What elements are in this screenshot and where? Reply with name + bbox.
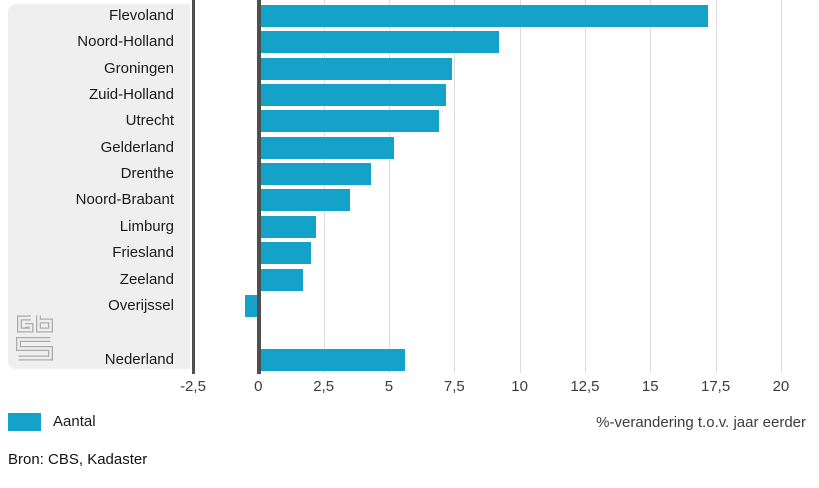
x-axis-title: %-verandering t.o.v. jaar eerder bbox=[596, 414, 806, 431]
x-tick-label-10: 10 bbox=[511, 378, 528, 395]
x-tick-label-12-5: 12,5 bbox=[570, 378, 600, 395]
x-tick-label-7-5: 7,5 bbox=[443, 378, 465, 395]
bar-zuid-holland bbox=[258, 84, 447, 107]
x-tick-label-0: 0 bbox=[254, 378, 263, 395]
category-label-nederland: Nederland bbox=[104, 351, 174, 368]
cbs-logo bbox=[16, 315, 53, 361]
bar-friesland bbox=[258, 242, 311, 265]
x-tick-label--2-5: -2,5 bbox=[180, 378, 206, 395]
gridline-10 bbox=[519, 0, 521, 373]
gridline-5 bbox=[388, 0, 390, 373]
gridline-2,5 bbox=[323, 0, 325, 373]
zero-axis-line bbox=[256, 0, 261, 374]
source-text: Bron: CBS, Kadaster bbox=[8, 451, 148, 468]
x-tick-label-15: 15 bbox=[641, 378, 659, 395]
category-label-limburg: Limburg bbox=[119, 217, 174, 235]
bar-nederland bbox=[258, 349, 405, 371]
x-tick-label-2-5: 2,5 bbox=[313, 378, 335, 395]
gridline-12,5 bbox=[584, 0, 586, 373]
plot-left-axis-line bbox=[192, 0, 195, 374]
category-label-friesland: Friesland bbox=[112, 244, 174, 262]
bar-overijssel bbox=[245, 294, 259, 317]
gridline-20 bbox=[780, 0, 782, 373]
category-label-groningen: Groningen bbox=[103, 59, 174, 77]
category-label-noord-brabant: Noord-Brabant bbox=[75, 191, 174, 209]
bar-noord-holland bbox=[258, 31, 499, 54]
bar-drenthe bbox=[258, 163, 371, 186]
x-tick-label-17-5: 17,5 bbox=[700, 378, 731, 395]
category-label-noord-holland: Noord-Holland bbox=[77, 33, 174, 51]
category-label-gelderland: Gelderland bbox=[100, 138, 174, 156]
x-tick-label-5: 5 bbox=[384, 378, 394, 395]
gridline-7,5 bbox=[454, 0, 456, 373]
category-label-zeeland: Zeeland bbox=[119, 270, 174, 288]
legend-label: Aantal bbox=[53, 413, 96, 430]
gridline-15 bbox=[650, 0, 652, 373]
bar-groningen bbox=[258, 57, 452, 80]
category-label-flevoland: Flevoland bbox=[108, 7, 174, 24]
bar-flevoland bbox=[258, 5, 708, 27]
x-tick-label-20: 20 bbox=[772, 378, 790, 395]
gridline-17,5 bbox=[715, 0, 717, 373]
bar-noord-brabant bbox=[258, 189, 350, 212]
category-label-zuid-holland: Zuid-Holland bbox=[88, 86, 174, 104]
bar-zeeland bbox=[258, 268, 303, 291]
category-label-utrecht: Utrecht bbox=[125, 112, 174, 130]
legend-swatch-aantal bbox=[8, 413, 41, 431]
bar-gelderland bbox=[258, 136, 395, 159]
bar-limburg bbox=[258, 215, 316, 238]
category-label-drenthe: Drenthe bbox=[120, 165, 174, 183]
category-label-overijssel: Overijssel bbox=[108, 296, 174, 314]
bar-utrecht bbox=[258, 110, 439, 133]
category-label-panel bbox=[8, 4, 190, 369]
